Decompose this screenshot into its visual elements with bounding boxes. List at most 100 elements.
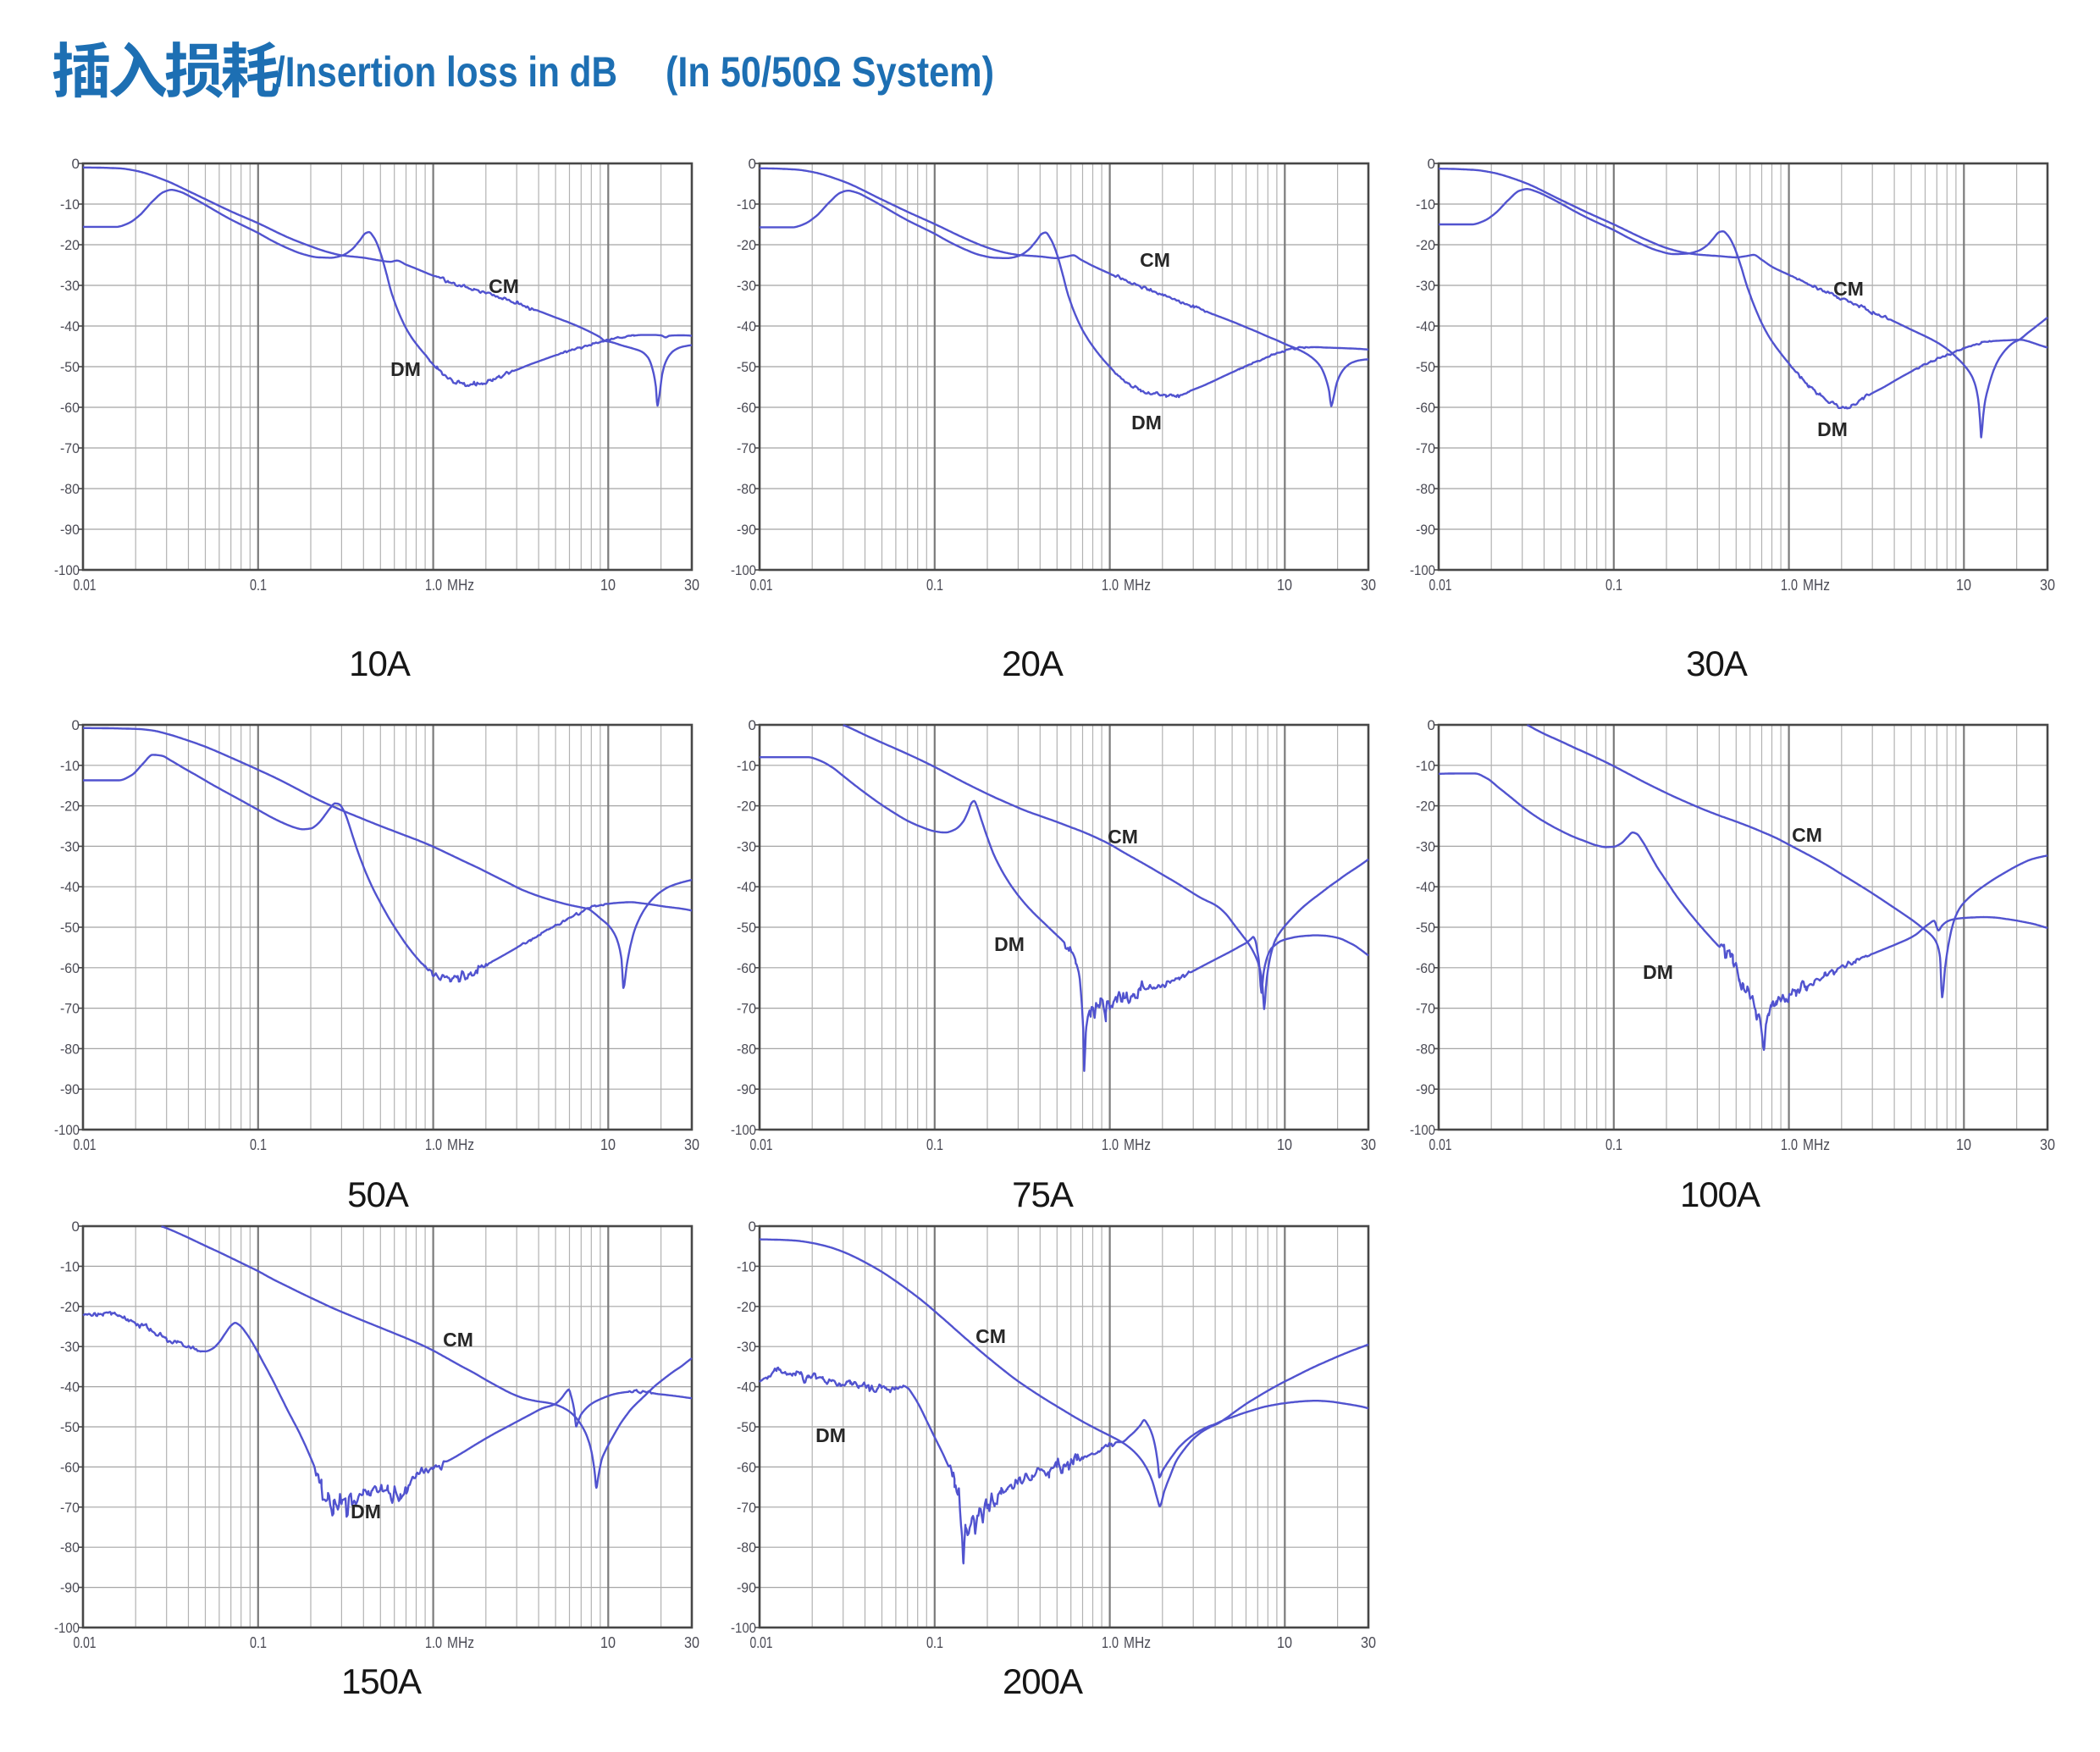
svg-text:1.0: 1.0: [1102, 577, 1119, 594]
svg-text:CM: CM: [443, 1329, 473, 1351]
svg-text:-100: -100: [54, 1122, 80, 1138]
svg-text:30: 30: [684, 1634, 699, 1651]
svg-text:MHz: MHz: [1124, 1136, 1151, 1153]
svg-text:0: 0: [749, 156, 756, 172]
svg-text:10: 10: [600, 1634, 616, 1651]
svg-text:10: 10: [1277, 1136, 1292, 1153]
svg-text:DM: DM: [1817, 418, 1848, 440]
svg-text:0.1: 0.1: [926, 1136, 943, 1153]
svg-text:-50: -50: [60, 1419, 80, 1435]
svg-text:0: 0: [72, 1219, 80, 1235]
svg-text:-80: -80: [60, 1539, 80, 1556]
svg-text:-20: -20: [60, 237, 80, 253]
svg-text:-100: -100: [731, 562, 756, 578]
svg-text:-40: -40: [60, 879, 80, 895]
svg-text:-70: -70: [737, 440, 756, 456]
svg-text:0.1: 0.1: [1605, 577, 1622, 594]
svg-text:10: 10: [1956, 577, 1971, 594]
svg-text:-40: -40: [737, 879, 756, 895]
svg-text:20A: 20A: [1002, 644, 1064, 683]
svg-text:-10: -10: [1416, 196, 1435, 213]
svg-text:-30: -30: [60, 1339, 80, 1355]
svg-text:-40: -40: [1416, 318, 1435, 334]
svg-text:-70: -70: [60, 1001, 80, 1017]
svg-text:DM: DM: [1643, 961, 1673, 983]
svg-text:-40: -40: [737, 1379, 756, 1396]
svg-text:0.1: 0.1: [1605, 1136, 1622, 1153]
svg-text:DM: DM: [1131, 412, 1162, 434]
svg-text:-20: -20: [1416, 799, 1435, 815]
svg-text:0.01: 0.01: [750, 577, 773, 594]
svg-text:-20: -20: [737, 799, 756, 815]
svg-text:-60: -60: [60, 400, 80, 416]
svg-text:-60: -60: [737, 400, 756, 416]
svg-text:-80: -80: [60, 1041, 80, 1057]
svg-text:-20: -20: [1416, 237, 1435, 253]
svg-text:150A: 150A: [341, 1661, 422, 1701]
svg-text:-40: -40: [60, 1379, 80, 1396]
svg-text:-90: -90: [737, 1081, 756, 1097]
svg-text:-50: -50: [1416, 920, 1435, 936]
svg-text:0: 0: [1428, 717, 1435, 733]
svg-text:30: 30: [1361, 1136, 1376, 1153]
svg-text:-10: -10: [737, 196, 756, 213]
svg-text:1.0: 1.0: [1102, 1634, 1119, 1651]
svg-text:DM: DM: [390, 358, 421, 380]
svg-text:-90: -90: [737, 522, 756, 538]
svg-text:MHz: MHz: [1803, 1136, 1830, 1153]
svg-text:-10: -10: [60, 1258, 80, 1274]
svg-text:10: 10: [600, 1136, 616, 1153]
svg-text:1.0: 1.0: [1781, 577, 1798, 594]
svg-text:-90: -90: [60, 522, 80, 538]
svg-text:-90: -90: [60, 1580, 80, 1596]
svg-text:CM: CM: [1108, 826, 1138, 848]
svg-text:30: 30: [1361, 1634, 1376, 1651]
svg-text:-60: -60: [60, 960, 80, 976]
svg-text:0.1: 0.1: [926, 577, 943, 594]
svg-text:-50: -50: [1416, 359, 1435, 375]
svg-text:200A: 200A: [1003, 1661, 1083, 1701]
svg-text:-80: -80: [1416, 1041, 1435, 1057]
svg-text:30: 30: [1361, 577, 1376, 594]
svg-text:-30: -30: [1416, 278, 1435, 294]
svg-text:0.01: 0.01: [74, 1136, 97, 1153]
svg-text:1.0: 1.0: [1781, 1136, 1798, 1153]
svg-text:/Insertion loss in dB: /Insertion loss in dB: [275, 48, 617, 96]
svg-text:0.01: 0.01: [1429, 577, 1452, 594]
svg-text:-60: -60: [60, 1459, 80, 1475]
svg-text:-100: -100: [54, 562, 80, 578]
svg-text:-90: -90: [1416, 522, 1435, 538]
svg-text:-10: -10: [737, 1258, 756, 1274]
svg-text:-10: -10: [60, 196, 80, 213]
svg-text:10A: 10A: [349, 644, 411, 683]
svg-text:0: 0: [749, 717, 756, 733]
svg-text:75A: 75A: [1012, 1174, 1074, 1214]
svg-text:1.0: 1.0: [425, 1634, 442, 1651]
svg-text:100A: 100A: [1680, 1174, 1760, 1214]
svg-text:-30: -30: [60, 838, 80, 854]
svg-text:-70: -70: [737, 1500, 756, 1516]
svg-text:-70: -70: [60, 440, 80, 456]
svg-text:-80: -80: [737, 1041, 756, 1057]
svg-text:-40: -40: [60, 318, 80, 334]
svg-text:-10: -10: [1416, 758, 1435, 774]
svg-text:CM: CM: [1833, 278, 1864, 300]
svg-text:-70: -70: [1416, 1001, 1435, 1017]
svg-text:DM: DM: [994, 933, 1025, 955]
svg-text:-50: -50: [737, 920, 756, 936]
svg-text:0: 0: [72, 156, 80, 172]
svg-text:MHz: MHz: [447, 1136, 474, 1153]
svg-text:-80: -80: [60, 481, 80, 497]
svg-text:-20: -20: [60, 799, 80, 815]
svg-text:0: 0: [72, 717, 80, 733]
svg-text:-20: -20: [60, 1299, 80, 1315]
svg-text:-60: -60: [737, 1459, 756, 1475]
svg-text:-50: -50: [60, 359, 80, 375]
svg-text:0: 0: [1428, 156, 1435, 172]
svg-text:1.0: 1.0: [425, 1136, 442, 1153]
svg-text:-100: -100: [1410, 562, 1435, 578]
svg-text:-30: -30: [737, 838, 756, 854]
svg-text:30: 30: [684, 577, 699, 594]
svg-text:1.0: 1.0: [425, 577, 442, 594]
svg-text:30: 30: [2040, 577, 2055, 594]
